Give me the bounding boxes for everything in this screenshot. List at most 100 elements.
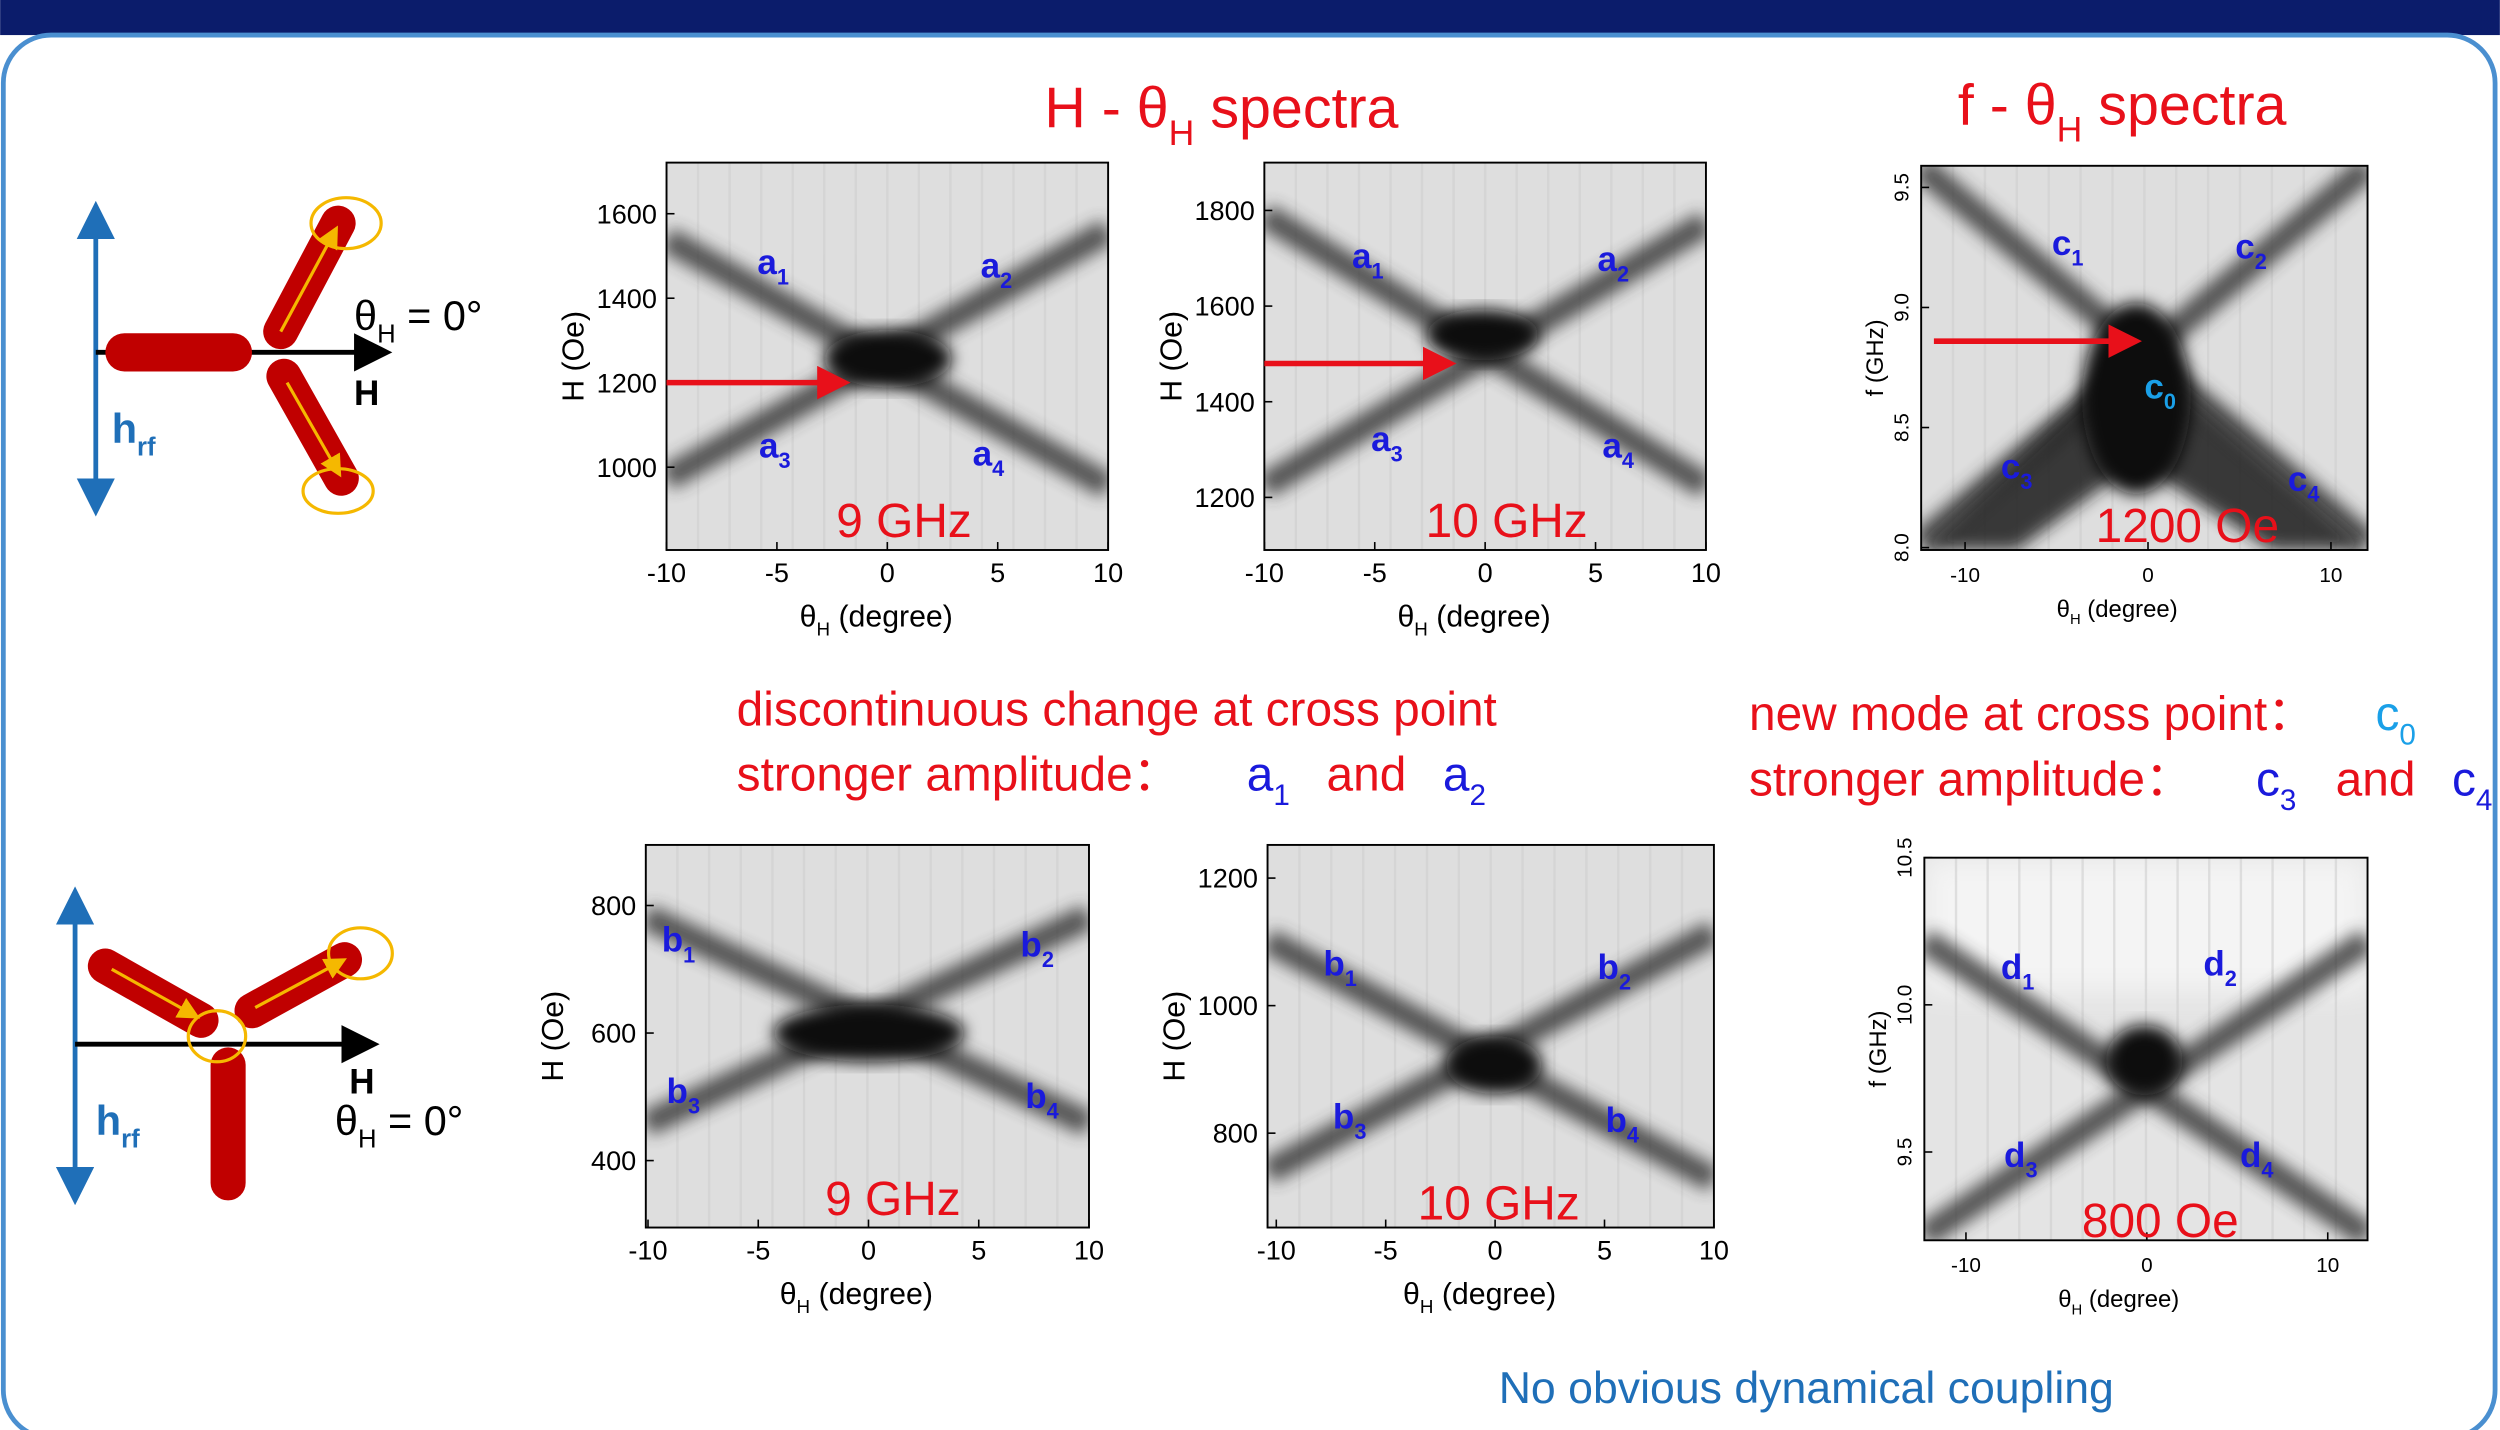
y-axis-title: H (Oe) bbox=[1159, 991, 1192, 1082]
x-tick-label: -5 bbox=[1363, 557, 1387, 588]
mode-label: a2 bbox=[981, 246, 1013, 293]
mode-letter: b bbox=[1606, 1101, 1627, 1140]
angle-label-sub: H bbox=[377, 320, 396, 348]
mode-subscript: 3 bbox=[2020, 469, 2032, 494]
mode-letter: c bbox=[2144, 368, 2164, 407]
rf-label-main: h bbox=[112, 405, 137, 452]
note: No obvious dynamical coupling bbox=[1499, 1364, 2114, 1413]
mode-label: a1 bbox=[1247, 749, 1290, 812]
x-axis-title: θH (degree) bbox=[800, 601, 953, 640]
x-tick-label: -10 bbox=[628, 1234, 667, 1265]
plot-frame bbox=[1920, 164, 2369, 551]
mode-letter: d bbox=[2240, 1136, 2261, 1175]
mode-subscript: 4 bbox=[1627, 1122, 1639, 1147]
x-tick-label: -10 bbox=[1245, 557, 1284, 588]
x-axis-title-main: θ bbox=[1403, 1278, 1420, 1311]
x-tick-label: 10 bbox=[2316, 1254, 2339, 1277]
mode-subscript: 1 bbox=[683, 942, 695, 967]
mode-letter: a bbox=[1371, 420, 1391, 459]
mode-label: c3 bbox=[2256, 754, 2296, 817]
mode-letter: c bbox=[2376, 688, 2400, 741]
section-title-sub: H bbox=[1169, 113, 1195, 153]
x-tick-label: 10 bbox=[1699, 1234, 1729, 1265]
mode-subscript: 4 bbox=[2476, 784, 2492, 817]
mode-label: b4 bbox=[1606, 1101, 1640, 1148]
note: and bbox=[2336, 754, 2416, 807]
x-tick-label: 5 bbox=[971, 1234, 986, 1265]
x-tick-label: 0 bbox=[861, 1234, 876, 1265]
panel: -10 -5 0 5 10 1200 1400 1600 1800 θH (degree) H (O… bbox=[1155, 161, 1721, 640]
mode-subscript: 2 bbox=[1619, 969, 1631, 994]
mode-letter: d bbox=[2004, 1136, 2025, 1175]
mode-subscript: 2 bbox=[1042, 947, 1054, 972]
x-axis-title-rest: (degree) bbox=[1428, 601, 1551, 634]
y-axis-title: f (GHz) bbox=[1862, 319, 1889, 396]
y-tick-label: 9.0 bbox=[1890, 293, 1913, 322]
y-axis-title: H (Oe) bbox=[537, 991, 570, 1082]
mode-label: b1 bbox=[662, 921, 696, 968]
panel-annotation: 9 GHz bbox=[825, 1173, 961, 1226]
spectrum-image bbox=[645, 844, 1089, 1228]
mode-letter: b bbox=[1025, 1077, 1046, 1116]
mode-label: a4 bbox=[1602, 427, 1634, 474]
panel-annotation: 800 Oe bbox=[2082, 1195, 2239, 1248]
diagram-top bbox=[76, 196, 393, 517]
y-tick-label: 1000 bbox=[597, 452, 657, 483]
angle-label-rest: = 0° bbox=[377, 1097, 464, 1144]
x-tick-label: 10 bbox=[1691, 557, 1721, 588]
angle-label-sub: H bbox=[358, 1126, 377, 1154]
mode-subscript: 2 bbox=[1000, 268, 1012, 293]
mode-label: c3 bbox=[2001, 447, 2033, 494]
mode-label: a1 bbox=[757, 243, 789, 290]
rf-label: hrf bbox=[96, 1097, 140, 1153]
spectrum-crossing bbox=[1446, 1036, 1542, 1094]
y-axis-title: H (Oe) bbox=[1155, 311, 1188, 402]
section-title: f - θH spectra bbox=[1958, 73, 2287, 149]
rf-label-sub: rf bbox=[121, 1126, 140, 1154]
mode-label: b3 bbox=[1333, 1098, 1367, 1145]
note: discontinuous change at cross point bbox=[737, 683, 1497, 736]
panel-annotation: 10 GHz bbox=[1418, 1178, 1580, 1231]
mode-letter: c bbox=[2288, 460, 2308, 499]
y-tick-label: 1600 bbox=[1195, 291, 1255, 322]
spectrum-crossing bbox=[2106, 1025, 2183, 1096]
y-tick-label: 10.0 bbox=[1894, 985, 1917, 1025]
mode-letter: b bbox=[1598, 948, 1619, 987]
mode-subscript: 3 bbox=[1354, 1119, 1366, 1144]
mode-subscript: 1 bbox=[1273, 779, 1290, 812]
panel: -10 -5 0 5 10 1000 1200 1400 1600 θH (degree) H (O… bbox=[558, 161, 1123, 640]
mode-subscript: 2 bbox=[2255, 249, 2267, 274]
mode-letter: b bbox=[1333, 1098, 1354, 1137]
mode-label: a2 bbox=[1443, 749, 1486, 812]
y-tick-label: 1200 bbox=[597, 367, 657, 398]
mode-subscript: 1 bbox=[1345, 966, 1357, 991]
mode-label: d1 bbox=[2001, 948, 2035, 995]
y-tick-label: 1400 bbox=[597, 283, 657, 314]
x-tick-label: -5 bbox=[765, 557, 789, 588]
plot-frame bbox=[644, 843, 1090, 1229]
y-tick-label: 800 bbox=[591, 890, 636, 921]
x-tick-label: -5 bbox=[746, 1234, 770, 1265]
x-axis-title-rest: (degree) bbox=[810, 1278, 933, 1311]
mode-letter: b bbox=[667, 1072, 688, 1111]
x-axis-title-sub: H bbox=[2072, 1302, 2083, 1318]
mode-subscript: 3 bbox=[2280, 784, 2297, 817]
x-axis-title-sub: H bbox=[1420, 1296, 1434, 1317]
note: stronger amplitude： bbox=[737, 749, 1181, 802]
y-tick-label: 1800 bbox=[1195, 195, 1255, 226]
x-tick-label: -10 bbox=[1951, 1254, 1981, 1277]
title-band bbox=[0, 0, 2500, 36]
mode-label: d4 bbox=[2240, 1136, 2274, 1183]
note: and bbox=[1327, 749, 1407, 802]
mode-label: c4 bbox=[2288, 460, 2320, 507]
diagram-bottom bbox=[55, 886, 394, 1206]
mode-subscript: 2 bbox=[1617, 262, 1629, 287]
angle-label: θH = 0° bbox=[335, 1097, 463, 1153]
x-axis-title: θH (degree) bbox=[1403, 1278, 1556, 1317]
mode-label: c0 bbox=[2144, 368, 2176, 415]
mode-letter: a bbox=[757, 243, 777, 282]
section-title: H - θH spectra bbox=[1044, 77, 1398, 153]
section-title-main: H - θ bbox=[1044, 77, 1168, 141]
